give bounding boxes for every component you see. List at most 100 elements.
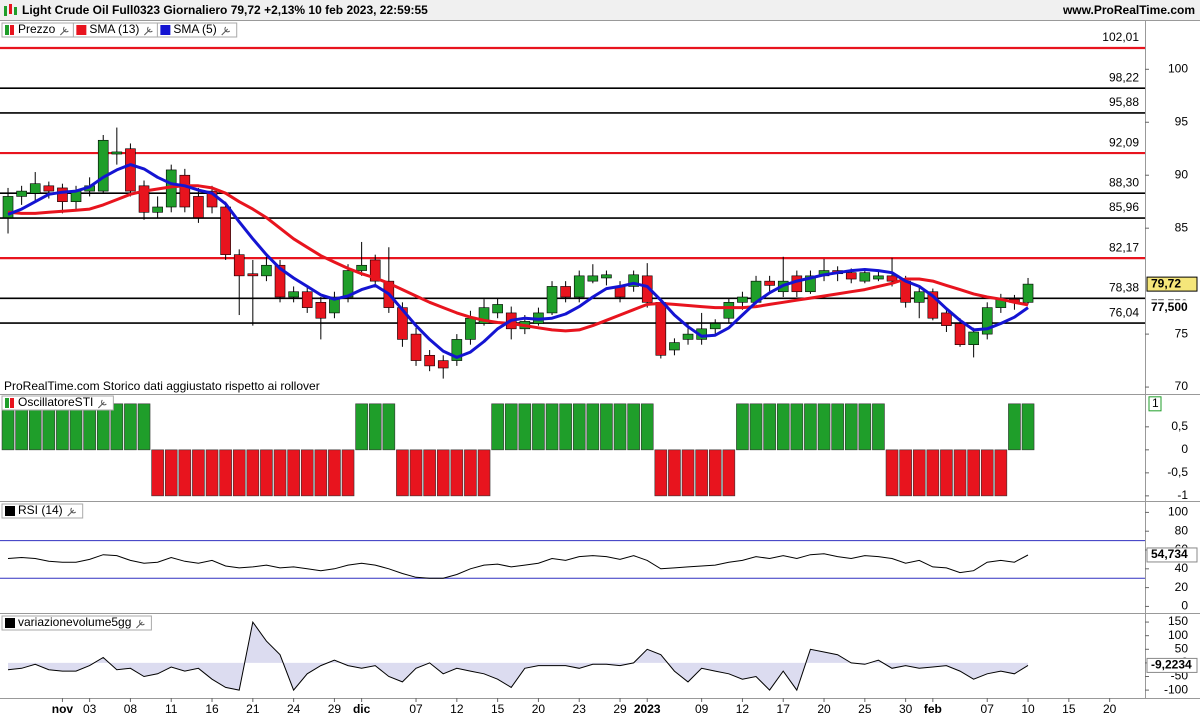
x-tick-label: 07	[981, 702, 995, 716]
candle-body	[437, 360, 449, 369]
candle-body	[274, 264, 286, 298]
oscillator-bar	[804, 403, 817, 451]
candle-body	[737, 296, 748, 303]
legend-label: SMA (13)	[89, 22, 139, 36]
candle-body	[97, 139, 109, 192]
legend-label: OscillatoreSTI	[18, 395, 93, 409]
oscillator-bar	[491, 403, 504, 451]
x-tick-label: 25	[858, 702, 872, 716]
oscillator-bar	[164, 449, 178, 497]
candle-body	[587, 275, 599, 282]
value-tag: -9,2234	[1151, 658, 1192, 672]
legend-wrench	[98, 399, 107, 409]
y-tick-label: -1	[1177, 488, 1188, 502]
oscillator-bar	[926, 449, 940, 497]
candle-body	[57, 187, 68, 203]
level-label: 92,09	[1109, 135, 1139, 149]
oscillator-bar	[192, 449, 205, 497]
level-label: 78,38	[1109, 280, 1139, 294]
oscillator-bar	[844, 403, 858, 451]
oscillator-bar	[56, 403, 69, 451]
value-tag-box	[1146, 276, 1198, 292]
candle-body	[261, 264, 272, 277]
oscillator-bar	[42, 403, 56, 451]
oscillator-bar	[273, 449, 287, 497]
oscillator-bar	[1, 403, 15, 451]
oscillator-bar	[205, 449, 219, 497]
oscillator-bar	[980, 449, 994, 497]
legend-swatch	[5, 398, 9, 408]
candle-body	[859, 272, 871, 282]
y-tick-label: 75	[1175, 326, 1189, 340]
legend-label: RSI (14)	[18, 503, 63, 517]
x-tick-label: 20	[532, 702, 546, 716]
watermark: ProRealTime.com Storico dati aggiustato …	[4, 379, 320, 393]
legend-wrench	[221, 26, 231, 36]
oscillator-bar	[110, 403, 124, 451]
oscillator-bar	[477, 449, 491, 497]
y-tick-label: 100	[1168, 628, 1188, 642]
candle-body	[247, 273, 259, 277]
oscillator-bar	[627, 403, 640, 451]
oscillator-bar	[668, 449, 681, 497]
value-tag: 54,734	[1151, 547, 1188, 561]
legend-label: variazionevolume5gg	[18, 615, 131, 629]
sma-line	[7, 184, 1029, 333]
value-tag-box	[1146, 300, 1198, 316]
y-tick-label: 50	[1175, 641, 1189, 655]
oscillator-bar	[137, 403, 151, 451]
y-tick-label: 95	[1175, 114, 1189, 128]
candle-body	[641, 275, 653, 303]
oscillator-bar	[504, 403, 518, 451]
candle-body	[233, 254, 245, 277]
value-tag: 1	[1152, 396, 1159, 410]
legend-swatch	[5, 618, 15, 628]
x-tick-label: 07	[409, 702, 423, 716]
legend-wrench	[136, 619, 145, 629]
oscillator-bar	[518, 403, 532, 451]
y-tick-label: 40	[1175, 561, 1189, 575]
x-tick-label: 17	[777, 702, 791, 716]
candle-body	[764, 280, 775, 286]
candle-body	[628, 274, 639, 287]
y-tick-label: 0	[1181, 599, 1188, 613]
candle-body	[669, 342, 680, 351]
oscillator-bar	[654, 449, 668, 497]
value-tag-box	[1146, 657, 1198, 673]
candle-body	[288, 291, 299, 298]
x-tick-label: 10	[1021, 702, 1035, 716]
oscillator-bar	[600, 403, 613, 451]
y-tick-label: 85	[1175, 220, 1189, 234]
candle-body	[913, 291, 925, 303]
candle-body	[356, 264, 367, 271]
x-tick-label: 12	[450, 702, 464, 716]
candle-body	[805, 275, 816, 293]
area-line	[7, 620, 1029, 692]
oscillator-bar	[572, 403, 586, 451]
legend-wrench	[144, 26, 153, 36]
candle-body	[968, 331, 979, 345]
value-tag-box	[1146, 547, 1198, 563]
oscillator-bar	[300, 449, 314, 497]
oscillator-bar	[899, 449, 912, 497]
candle-body	[560, 286, 571, 298]
level-label: 85,96	[1109, 200, 1139, 214]
candle-body	[900, 280, 911, 303]
value-tag: 77,500	[1151, 300, 1188, 314]
candle-body	[1022, 283, 1034, 303]
oscillator-bar	[423, 449, 436, 497]
candle-body	[791, 275, 803, 293]
candle-body	[492, 304, 503, 314]
oscillator-bar	[341, 449, 355, 497]
oscillator-bar	[790, 403, 804, 451]
oscillator-bar	[586, 403, 600, 451]
candle-body	[927, 291, 939, 319]
oscillator-bar	[967, 449, 980, 497]
x-tick-label: 16	[205, 702, 219, 716]
x-tick-label: 29	[328, 702, 342, 716]
level-label: 102,01	[1102, 30, 1139, 44]
source[interactable]: www.ProRealTime.com	[1062, 3, 1195, 17]
x-tick-label: dic	[353, 702, 371, 716]
x-tick-label: 09	[695, 702, 709, 716]
level-label: 76,04	[1109, 305, 1139, 319]
